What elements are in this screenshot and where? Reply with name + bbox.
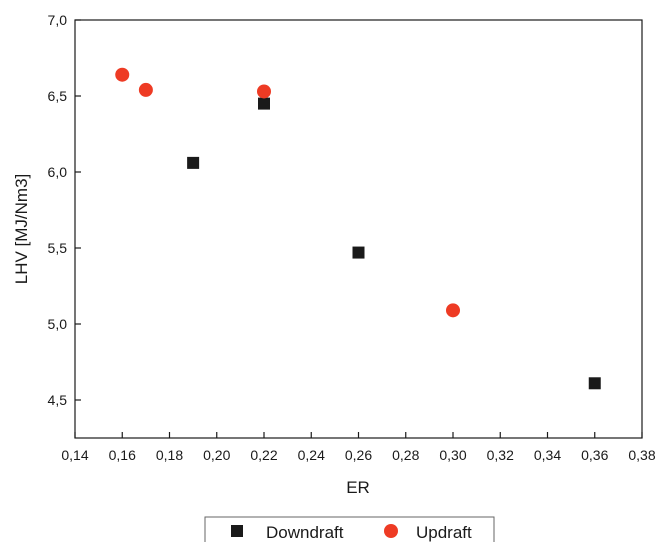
point-updraft <box>446 303 460 318</box>
point-downdraft <box>352 246 365 259</box>
x-tick-label: 0,32 <box>487 447 514 463</box>
x-tick-label: 0,26 <box>345 447 372 463</box>
y-tick-label: 6,0 <box>48 164 68 180</box>
y-axis-ticks: 4,5 5,0 5,5 6,0 6,5 7,0 <box>48 12 81 408</box>
point-downdraft <box>258 97 270 110</box>
y-tick-label: 5,5 <box>48 240 68 256</box>
legend: Downdraft Updraft <box>204 516 495 542</box>
x-tick-label: 0,20 <box>203 447 230 463</box>
y-tick-label: 7,0 <box>48 12 68 28</box>
x-tick-label: 0,28 <box>392 447 419 463</box>
y-tick-label: 5,0 <box>48 316 68 332</box>
y-axis-label: LHV [MJ/Nm3] <box>12 174 31 285</box>
x-tick-label: 0,36 <box>581 447 608 463</box>
x-tick-label: 0,30 <box>439 447 466 463</box>
point-updraft <box>257 84 271 99</box>
x-tick-label: 0,14 <box>61 447 88 463</box>
legend-label-downdraft: Downdraft <box>266 523 344 542</box>
x-tick-label: 0,38 <box>628 447 655 463</box>
point-downdraft <box>187 156 200 169</box>
legend-border <box>204 516 495 542</box>
x-tick-label: 0,24 <box>298 447 325 463</box>
x-axis-label: ER <box>346 478 370 497</box>
legend-marker-updraft <box>384 524 398 538</box>
x-tick-label: 0,22 <box>250 447 277 463</box>
legend-marker-downdraft <box>231 525 243 537</box>
y-tick-label: 4,5 <box>48 392 68 408</box>
x-axis-ticks: 0,14 0,16 0,18 0,20 0,22 0,24 0,26 0,28 0,30 0,32… <box>61 432 656 463</box>
point-updraft <box>138 82 153 97</box>
point-downdraft <box>588 377 601 390</box>
y-tick-label: 6,5 <box>48 88 68 104</box>
x-tick-label: 0,18 <box>156 447 183 463</box>
point-updraft <box>115 67 130 82</box>
data-points <box>115 67 601 390</box>
x-tick-label: 0,34 <box>534 447 561 463</box>
legend-label-updraft: Updraft <box>416 523 472 542</box>
x-tick-label: 0,16 <box>109 447 136 463</box>
plot-area <box>74 19 643 439</box>
